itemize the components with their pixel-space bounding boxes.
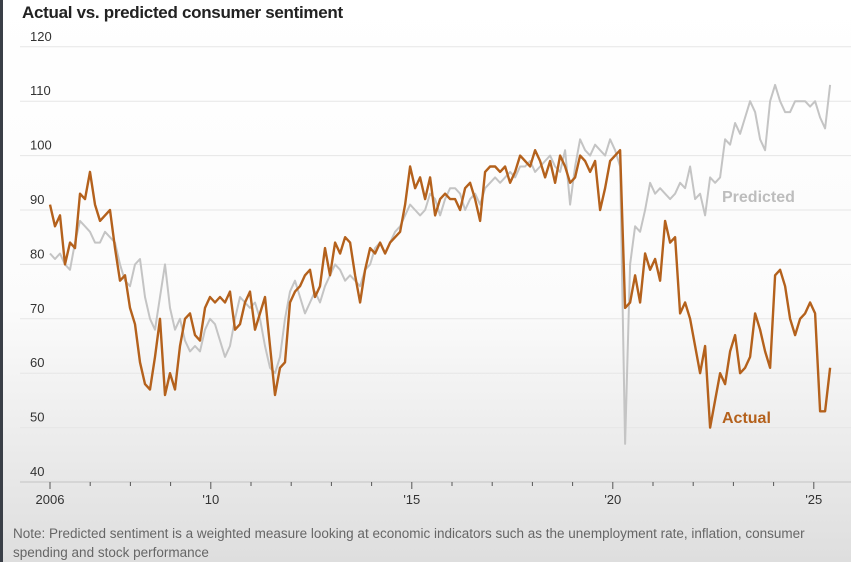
y-tick-label: 80 bbox=[30, 246, 44, 261]
y-tick-label: 70 bbox=[30, 301, 44, 316]
chart-title: Actual vs. predicted consumer sentiment bbox=[22, 3, 343, 22]
x-tick-label: '10 bbox=[202, 492, 219, 507]
series-line-predicted bbox=[49, 83, 832, 445]
y-tick-label: 60 bbox=[30, 355, 44, 370]
y-tick-label: 120 bbox=[30, 29, 52, 44]
x-tick-label: 2006 bbox=[36, 492, 65, 507]
actual-series-label: Actual bbox=[722, 410, 771, 427]
y-tick-label: 90 bbox=[30, 192, 44, 207]
x-tick-label: '15 bbox=[403, 492, 420, 507]
x-tick-label: '20 bbox=[604, 492, 621, 507]
predicted-series-label: Predicted bbox=[722, 189, 795, 206]
x-tick-label: '25 bbox=[805, 492, 822, 507]
y-tick-label: 100 bbox=[30, 138, 52, 153]
y-tick-label: 50 bbox=[30, 410, 44, 425]
y-tick-label: 110 bbox=[30, 83, 51, 98]
chart-note: Note: Predicted sentiment is a weighted … bbox=[13, 526, 805, 560]
window-edge bbox=[0, 0, 3, 562]
series-line-actual bbox=[48, 148, 832, 429]
y-tick-label: 40 bbox=[30, 464, 44, 479]
